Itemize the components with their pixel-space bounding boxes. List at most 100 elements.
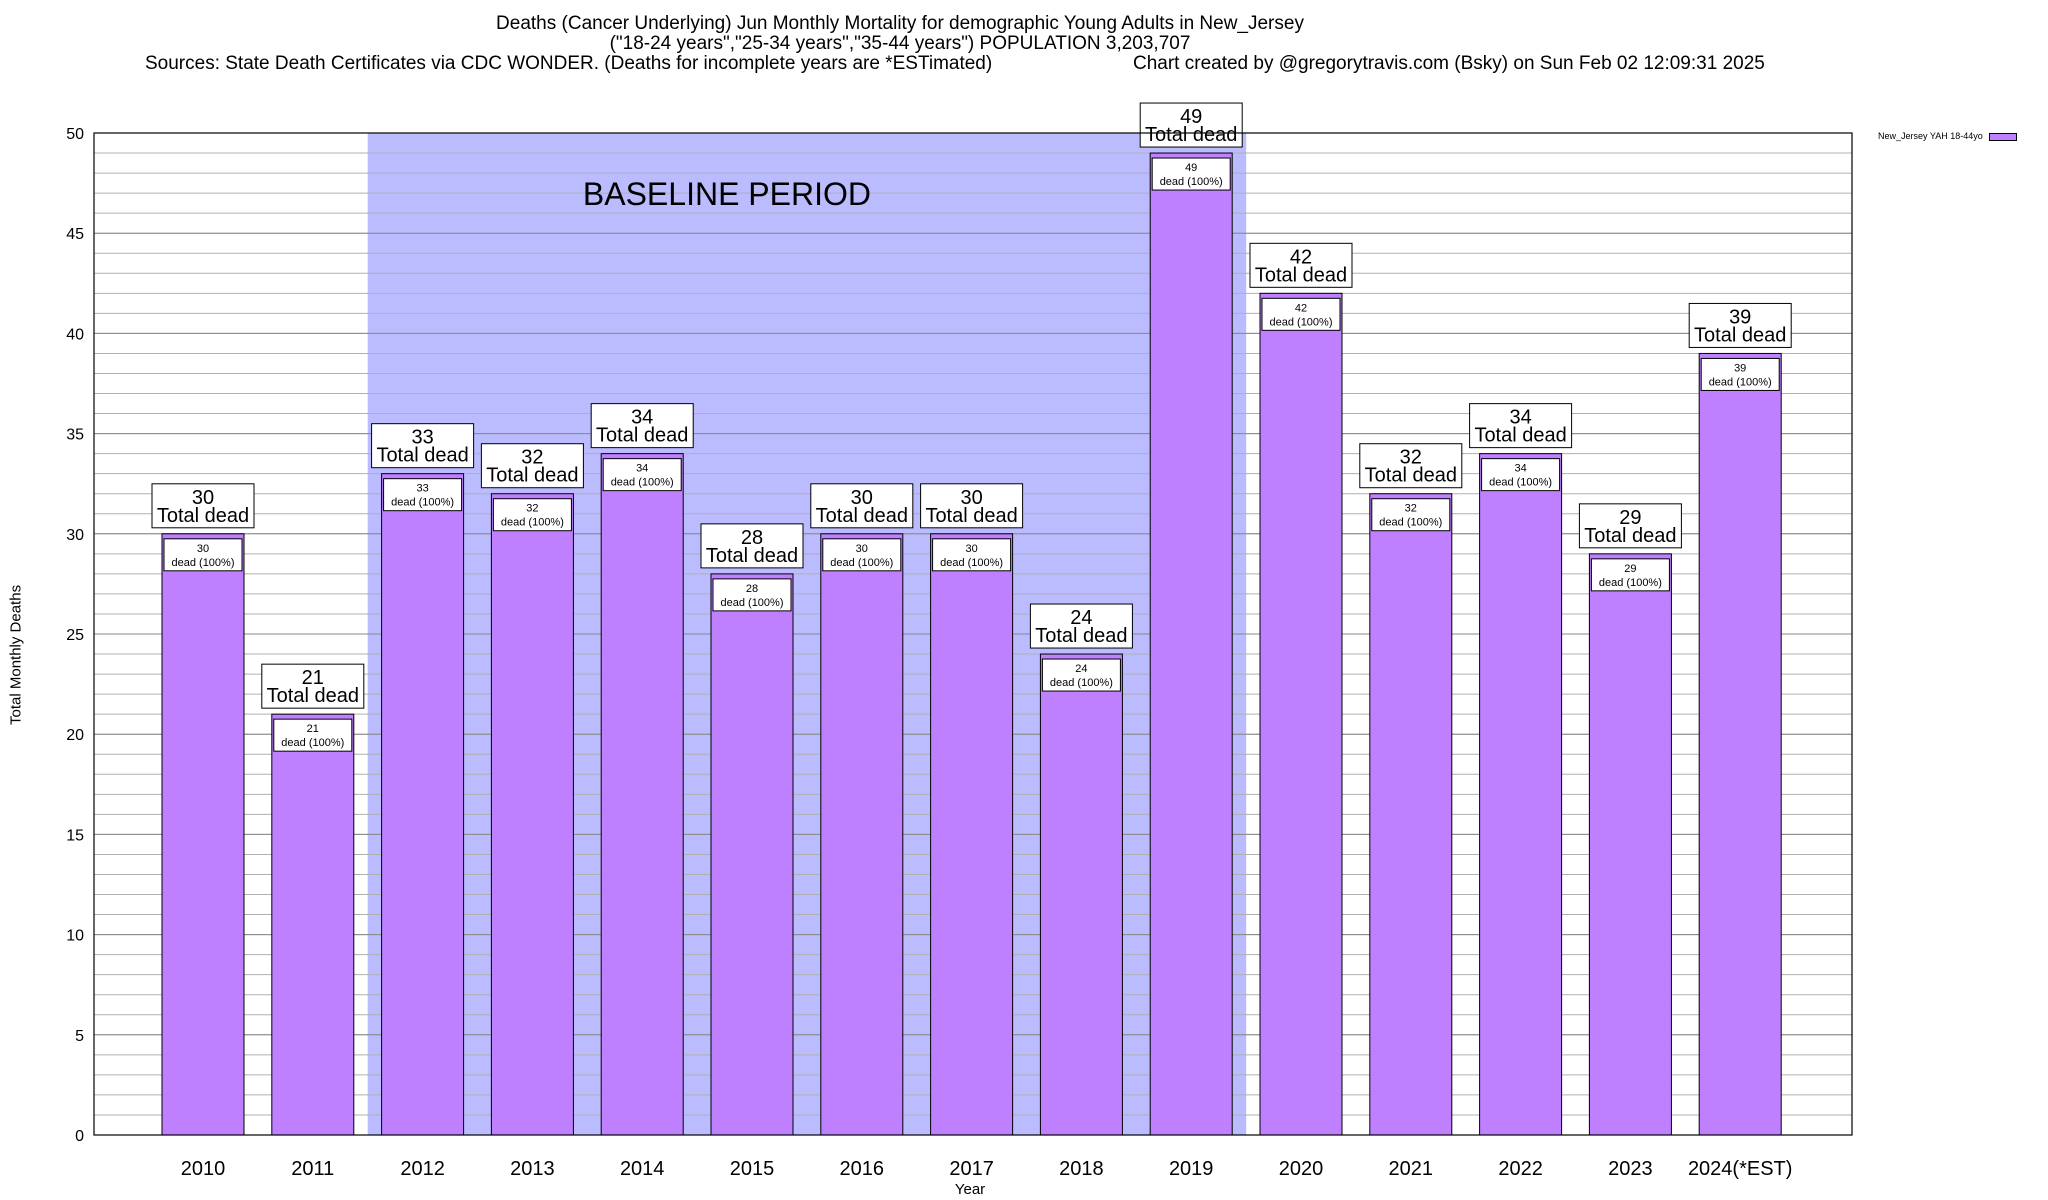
bar: [1588, 553, 1672, 1136]
bar-inner-value: 24: [1075, 663, 1087, 675]
bar: [1039, 653, 1123, 1136]
bar-inner-value: 30: [965, 543, 977, 555]
y-tick-label: 40: [66, 326, 84, 343]
bar-inner-label-box: [163, 538, 243, 572]
x-tick-label: 2011: [291, 1158, 334, 1180]
bar-value-label: 34: [631, 407, 653, 429]
bar-inner-label: dead (100%): [172, 557, 235, 569]
bar: [1259, 292, 1343, 1136]
bar-inner-label: dead (100%): [391, 497, 454, 509]
bar-value-label: 29: [1619, 507, 1641, 529]
y-tick-label: 15: [66, 827, 84, 844]
x-tick-label: 2014: [620, 1158, 665, 1180]
bar-inner-label-box: [492, 498, 572, 532]
bar-value-label: 30: [192, 487, 214, 509]
bar-total-label: Total dead: [376, 445, 468, 467]
x-axis-label: Year: [954, 1181, 986, 1198]
bar-inner-label-box: [1041, 658, 1121, 692]
x-tick-label: 2015: [730, 1158, 775, 1180]
bar-value-label: 21: [302, 667, 324, 689]
bar-inner-value: 34: [1514, 463, 1526, 475]
bar-value-label: 24: [1070, 607, 1092, 629]
x-tick-label: 2024(*EST): [1688, 1158, 1793, 1180]
bar-total-label: Total dead: [1584, 525, 1676, 547]
bar: [1479, 453, 1563, 1136]
legend-swatch: [1988, 132, 2017, 141]
bar-total-label: Total dead: [816, 505, 908, 527]
y-tick-label: 20: [66, 727, 84, 744]
x-tick-label: 2018: [1059, 1158, 1104, 1180]
y-tick-label: 35: [66, 427, 84, 444]
bar-value-label: 30: [960, 487, 982, 509]
bar-total-label: Total dead: [486, 465, 578, 487]
bar-inner-label: dead (100%): [830, 557, 893, 569]
bar-inner-label: dead (100%): [611, 477, 674, 489]
bar: [600, 453, 684, 1136]
bar-inner-value: 49: [1185, 162, 1197, 174]
bar-value-label: 42: [1290, 246, 1312, 268]
bar-inner-value: 28: [746, 583, 758, 595]
chart-title: Deaths (Cancer Underlying) Jun Monthly M…: [496, 13, 1304, 34]
bar-value-label: 28: [741, 527, 763, 549]
bar-label-box: [920, 483, 1024, 529]
bar: [271, 713, 355, 1136]
bar-inner-label: dead (100%): [281, 737, 344, 749]
bar-value-label: 30: [851, 487, 873, 509]
x-tick-label: 2019: [1169, 1158, 1214, 1180]
bar-total-label: Total dead: [706, 545, 798, 567]
x-tick-label: 2013: [510, 1158, 555, 1180]
bar: [490, 493, 574, 1136]
bar-inner-label-box: [822, 538, 902, 572]
bar: [161, 533, 245, 1136]
bar-label-box: [151, 483, 255, 529]
bar-inner-label: dead (100%): [1709, 376, 1772, 388]
bar-total-label: Total dead: [267, 685, 359, 707]
bar-label-box: [261, 663, 365, 709]
bar-inner-label: dead (100%): [721, 597, 784, 609]
bar-inner-label-box: [273, 718, 353, 752]
bar-inner-label: dead (100%): [501, 517, 564, 529]
bar: [820, 533, 904, 1136]
y-tick-label: 25: [66, 627, 84, 644]
bar-total-label: Total dead: [1365, 465, 1457, 487]
bar-value-label: 34: [1509, 407, 1531, 429]
bar-inner-label: dead (100%): [940, 557, 1003, 569]
y-tick-label: 30: [66, 527, 84, 544]
chart-credit: Chart created by @gregorytravis.com (Bsk…: [1133, 53, 1765, 74]
bar-label-box: [1249, 242, 1353, 288]
bar-total-label: Total dead: [1694, 324, 1786, 346]
x-tick-label: 2017: [949, 1158, 994, 1180]
chart-sources: Sources: State Death Certificates via CD…: [145, 53, 993, 74]
bar-label-box: [1578, 503, 1682, 549]
bar-inner-label: dead (100%): [1489, 477, 1552, 489]
bar-label-box: [1029, 603, 1133, 649]
y-tick-label: 10: [66, 928, 84, 945]
bar-total-label: Total dead: [1035, 625, 1127, 647]
chart-subtitle: ("18-24 years","25-34 years","35-44 year…: [609, 33, 1191, 54]
y-axis-label: Total Monthly Deaths: [7, 584, 25, 725]
bar: [1149, 152, 1233, 1136]
bar-inner-label-box: [1700, 357, 1780, 391]
bar-value-label: 33: [411, 427, 433, 449]
x-tick-label: 2020: [1279, 1158, 1324, 1180]
bar-label-box: [480, 443, 584, 489]
x-tick-label: 2016: [840, 1158, 885, 1180]
bar-inner-label-box: [1481, 458, 1561, 492]
bar-inner-value: 32: [1405, 503, 1417, 515]
bar-total-label: Total dead: [157, 505, 249, 527]
bar-inner-value: 30: [197, 543, 209, 555]
bar-inner-label: dead (100%): [1050, 677, 1113, 689]
bar-value-label: 32: [521, 447, 543, 469]
plot-frame: [93, 132, 1853, 1136]
bar: [1698, 352, 1782, 1136]
baseline-label: BASELINE PERIOD: [583, 176, 871, 212]
bar: [710, 573, 794, 1136]
bar-inner-value: 30: [856, 543, 868, 555]
x-tick-label: 2021: [1389, 1158, 1434, 1180]
bar-total-label: Total dead: [596, 425, 688, 447]
x-tick-label: 2012: [400, 1158, 445, 1180]
bar-label-box: [1469, 403, 1573, 449]
bar-inner-value: 29: [1624, 563, 1636, 575]
bar-value-label: 49: [1180, 106, 1202, 128]
